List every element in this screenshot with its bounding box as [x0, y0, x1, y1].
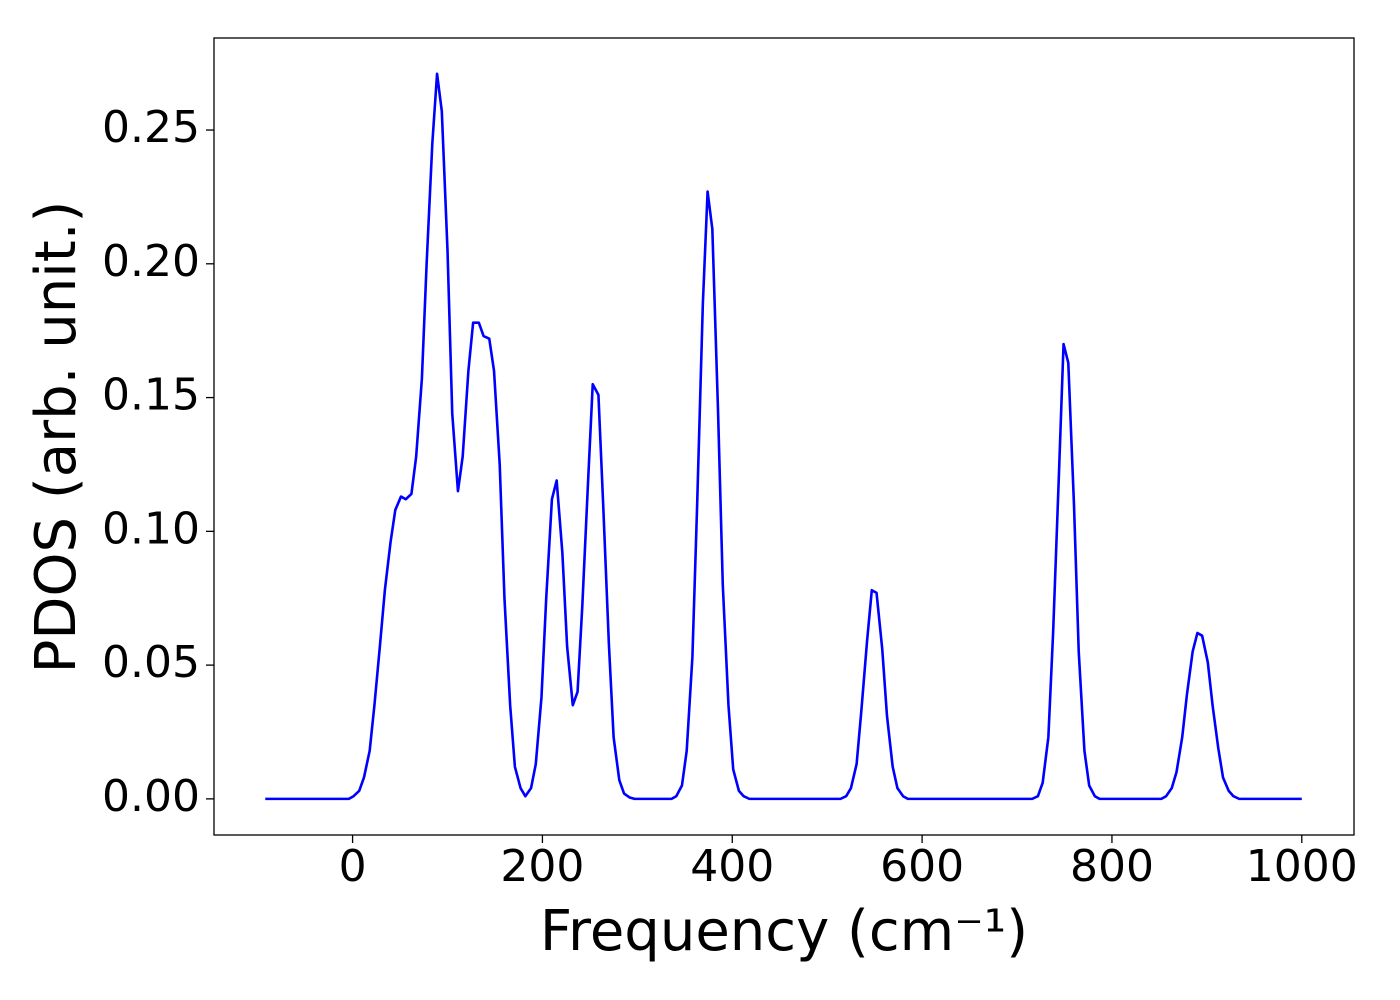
x-axis-label: Frequency (cm⁻¹) — [540, 899, 1028, 964]
x-tick-label: 600 — [880, 841, 964, 892]
x-tick-label: 400 — [690, 841, 774, 892]
y-tick-label: 0.15 — [102, 370, 200, 421]
y-axis-label: PDOS (arb. unit.) — [24, 201, 89, 674]
data-line — [265, 72, 1302, 801]
y-tick-label: 0.10 — [102, 503, 200, 554]
x-tick-label: 800 — [1070, 841, 1154, 892]
y-tick-label: 0.00 — [102, 771, 200, 822]
y-tick-label: 0.05 — [102, 637, 200, 688]
x-tick-label: 200 — [500, 841, 584, 892]
x-tick-label: 1000 — [1246, 841, 1358, 892]
x-tick-label: 0 — [339, 841, 367, 892]
y-tick-label: 0.25 — [102, 102, 200, 153]
axes-frame — [213, 37, 1355, 836]
y-tick-label: 0.20 — [102, 236, 200, 287]
